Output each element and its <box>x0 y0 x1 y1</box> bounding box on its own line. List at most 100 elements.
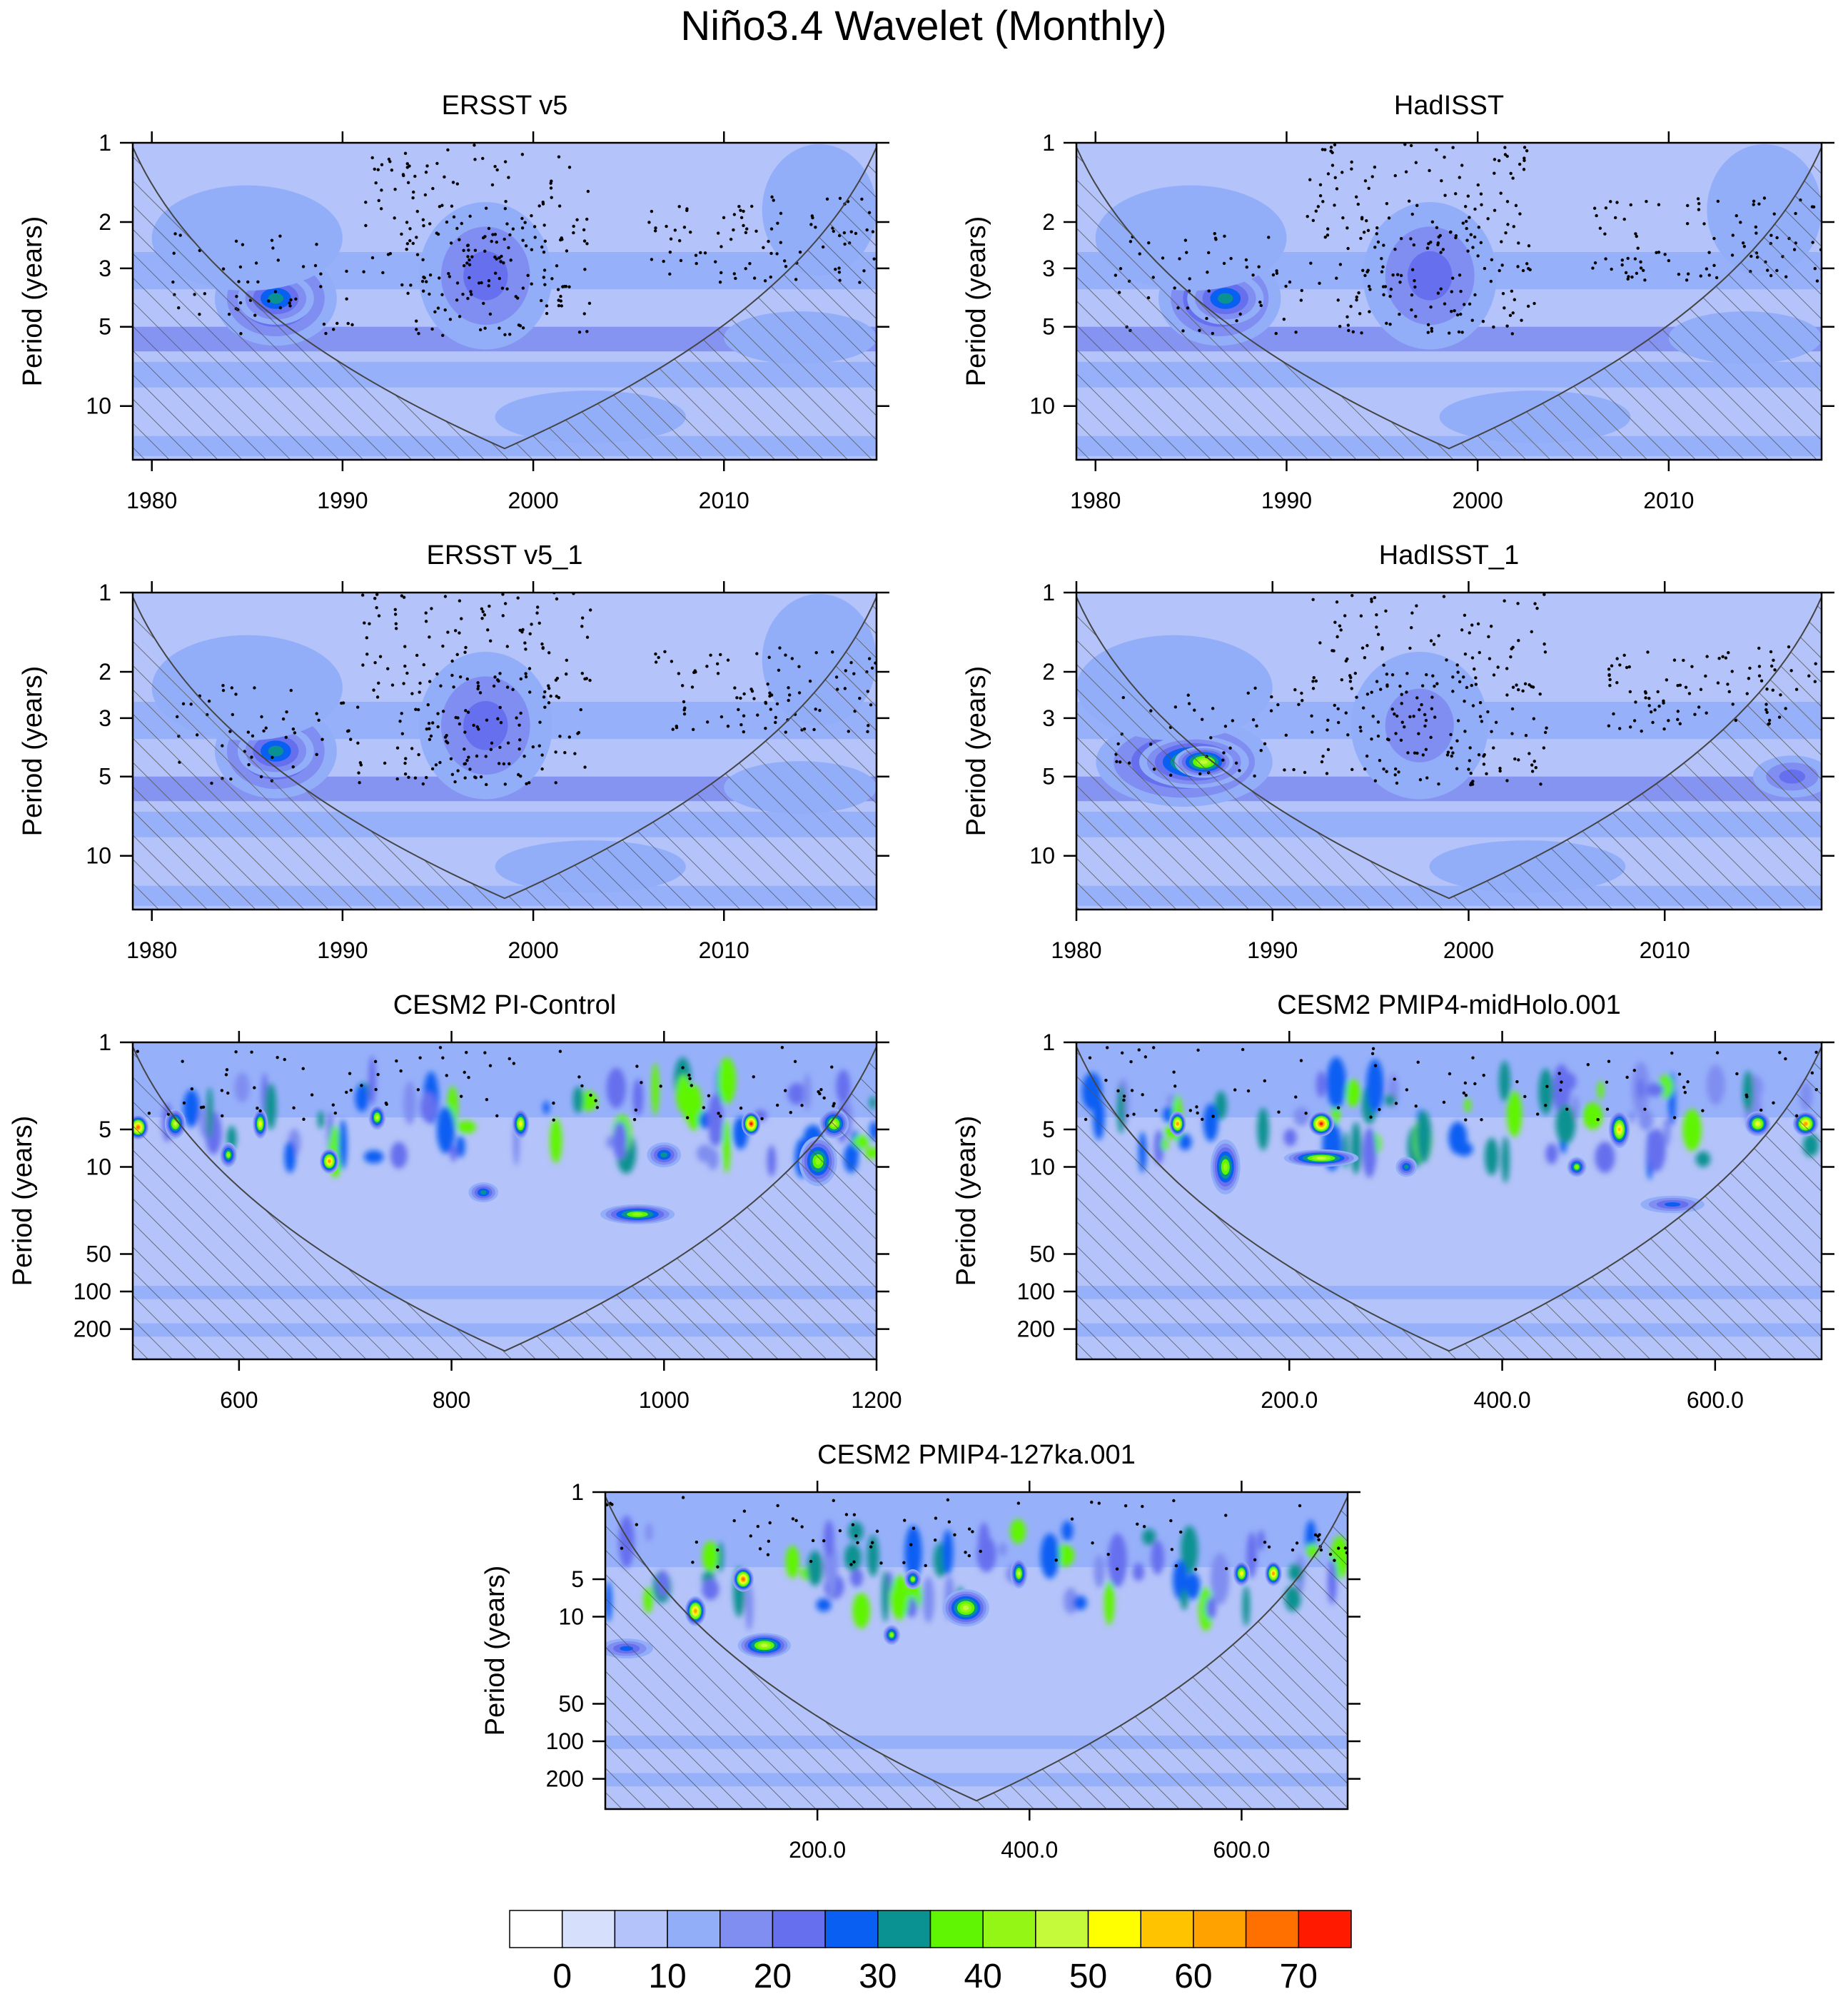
stipple-dot <box>577 1075 581 1079</box>
stipple-dot <box>1363 656 1367 660</box>
stipple-dot <box>557 298 560 302</box>
stipple-dot <box>472 723 475 727</box>
power-speckle-cell <box>612 1121 627 1160</box>
plot-frame <box>604 1491 1349 1811</box>
stipple-dot <box>1368 288 1372 291</box>
stipple-dot <box>423 276 426 280</box>
stipple-dot <box>301 265 306 268</box>
stipple-dot <box>1388 294 1392 298</box>
stipple-dot <box>376 1072 380 1077</box>
stipple-dot <box>428 273 433 277</box>
stipple-dot <box>1333 176 1337 179</box>
y-tick-label: 200 <box>546 1766 584 1792</box>
stipple-dot <box>1404 170 1408 173</box>
stipple-dot <box>393 613 398 616</box>
stipple-dot <box>1408 715 1412 719</box>
stipple-dot <box>1350 767 1354 772</box>
stipple-dot <box>251 734 255 737</box>
stipple-dot <box>1381 265 1385 269</box>
stipple-dot <box>722 216 726 220</box>
stipple-dot <box>503 333 507 336</box>
stipple-dot <box>1346 733 1350 737</box>
stipple-dot <box>400 712 403 715</box>
stipple-dot <box>634 1108 638 1112</box>
stipple-dot <box>533 236 537 239</box>
stipple-dot <box>1530 630 1533 634</box>
stipple-dot <box>422 663 425 667</box>
stipple-dot <box>458 238 461 241</box>
stipple-dot <box>398 720 402 723</box>
cone-of-influence-edge <box>1076 1046 1822 1352</box>
stipple-dot <box>744 231 748 234</box>
stipple-dot <box>1343 614 1347 618</box>
x-tick-label: 600.0 <box>1687 1387 1744 1413</box>
stipple-dot <box>476 681 480 685</box>
stipple-dot <box>1443 156 1446 159</box>
stipple-dot <box>1263 1079 1267 1083</box>
colorbar-label: 10 <box>648 1958 686 1994</box>
power-speckle-cell <box>1538 1068 1553 1115</box>
stipple-dot <box>565 658 569 662</box>
stipple-dot <box>797 665 801 668</box>
y-tick-label: 50 <box>86 1242 111 1267</box>
stipple-dot <box>758 1547 762 1551</box>
stipple-dot <box>1498 766 1502 770</box>
stipple-dot <box>1326 227 1330 231</box>
stipple-dot <box>1463 700 1466 703</box>
colorbar-label: 0 <box>552 1958 572 1994</box>
stipple-dot <box>294 297 298 301</box>
stipple-dot <box>1712 263 1716 267</box>
stipple-dot <box>478 328 483 332</box>
cone-of-influence <box>133 147 877 460</box>
stipple-dot <box>1724 656 1728 660</box>
stipple-dot <box>776 1504 779 1508</box>
stipple-dot <box>854 1534 858 1538</box>
y-tick-label: 5 <box>99 314 111 340</box>
stipple-dot <box>387 157 391 161</box>
power-field <box>133 1042 877 1359</box>
x-tick-label: 1990 <box>1261 488 1312 513</box>
stipple-dot <box>979 1549 982 1554</box>
stipple-dot <box>520 226 525 230</box>
stipple-dot <box>1373 779 1378 782</box>
power-speckle-cell <box>1555 1104 1576 1144</box>
stipple-dot <box>1373 246 1377 249</box>
y-axis-label: Period (years) <box>480 1566 510 1736</box>
stipple-dot <box>1429 639 1433 643</box>
stipple-dot <box>1211 707 1215 710</box>
stipple-dot <box>517 747 521 751</box>
stipple-dot <box>778 646 782 650</box>
stipple-dot <box>564 284 568 288</box>
stipple-dot <box>452 215 456 219</box>
stipple-dot <box>1451 751 1455 755</box>
stipple-dot <box>1299 298 1303 302</box>
stipple-dot <box>1510 289 1514 293</box>
stipple-dot <box>136 1049 140 1053</box>
stipple-dot <box>1626 256 1630 261</box>
stipple-dot <box>1318 281 1321 285</box>
stipple-dot <box>1380 270 1384 273</box>
stipple-dot <box>463 762 466 766</box>
stipple-dot <box>1451 675 1455 679</box>
stipple-dot <box>1468 631 1471 635</box>
stipple-dot <box>473 248 478 252</box>
stipple-dot <box>1246 1089 1251 1093</box>
stipple-dot <box>1335 187 1339 191</box>
stipple-dot <box>1686 1080 1690 1084</box>
stipple-dot <box>506 741 510 745</box>
colorbar-swatch <box>982 1910 1036 1948</box>
stipple-dot <box>1196 1048 1200 1052</box>
stipple-dot <box>1345 226 1349 230</box>
stipple-dot <box>467 248 470 252</box>
stipple-dot <box>1437 634 1440 638</box>
power-speckle-cell <box>1040 1534 1060 1579</box>
cone-of-influence-edge <box>133 1046 877 1352</box>
stipple-dot <box>416 708 420 712</box>
colorbar-swatch <box>1298 1910 1352 1948</box>
stipple-dot <box>1104 1078 1108 1082</box>
stipple-dot <box>869 1545 873 1549</box>
stipple-dot <box>377 614 381 618</box>
stipple-dot <box>588 608 592 612</box>
stipple-dot <box>436 232 440 236</box>
